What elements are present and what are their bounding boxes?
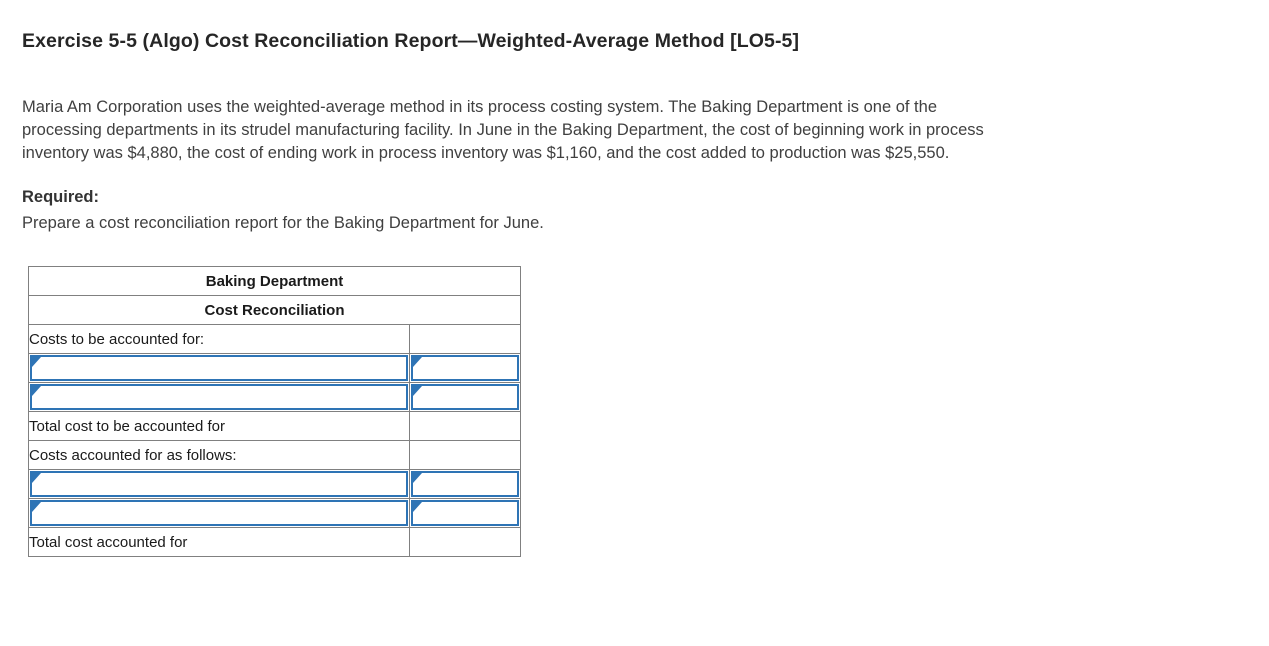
table-row bbox=[28, 469, 521, 499]
dropdown-flag-icon bbox=[32, 473, 41, 483]
entry4-amount-cell bbox=[409, 498, 521, 528]
table-row bbox=[28, 382, 521, 412]
entry3-amount-cell bbox=[409, 469, 521, 499]
entry2-amount-cell bbox=[409, 382, 521, 412]
entry4-description-input[interactable] bbox=[30, 500, 408, 526]
problem-statement-line: inventory was $4,880, the cost of ending… bbox=[22, 144, 950, 162]
dropdown-flag-icon bbox=[413, 502, 422, 512]
dropdown-flag-icon bbox=[413, 473, 422, 483]
problem-statement: Maria Am Corporation uses the weighted-a… bbox=[22, 96, 984, 165]
total2-label-cell: Total cost accounted for bbox=[28, 527, 410, 557]
worksheet-title-cell: Baking Department bbox=[28, 266, 521, 296]
entry2-description-cell bbox=[28, 382, 410, 412]
table-row: Cost Reconciliation bbox=[28, 295, 521, 325]
total1-amount-cell[interactable] bbox=[409, 411, 521, 441]
page-title: Exercise 5-5 (Algo) Cost Reconciliation … bbox=[22, 30, 800, 52]
cost-reconciliation-table: Baking Department Cost Reconciliation Co… bbox=[28, 266, 521, 557]
problem-statement-line: processing departments in its strudel ma… bbox=[22, 121, 984, 139]
entry3-description-input[interactable] bbox=[30, 471, 408, 497]
worksheet-subtitle-cell: Cost Reconciliation bbox=[28, 295, 521, 325]
entry4-description-cell bbox=[28, 498, 410, 528]
table-row bbox=[28, 498, 521, 528]
table-row: Total cost to be accounted for bbox=[28, 411, 521, 441]
entry3-amount-input[interactable] bbox=[411, 471, 519, 497]
required-text: Prepare a cost reconciliation report for… bbox=[22, 214, 544, 232]
table-row bbox=[28, 353, 521, 383]
total2-amount-cell[interactable] bbox=[409, 527, 521, 557]
empty-amount-cell bbox=[409, 440, 521, 470]
problem-statement-line: Maria Am Corporation uses the weighted-a… bbox=[22, 98, 937, 116]
dropdown-flag-icon bbox=[413, 386, 422, 396]
dropdown-flag-icon bbox=[32, 502, 41, 512]
entry2-description-input[interactable] bbox=[30, 384, 408, 410]
dropdown-flag-icon bbox=[32, 386, 41, 396]
entry1-description-cell bbox=[28, 353, 410, 383]
total1-label-cell: Total cost to be accounted for bbox=[28, 411, 410, 441]
required-label: Required: bbox=[22, 188, 100, 206]
entry1-amount-cell bbox=[409, 353, 521, 383]
table-row: Total cost accounted for bbox=[28, 527, 521, 557]
table-row: Costs to be accounted for: bbox=[28, 324, 521, 354]
empty-amount-cell bbox=[409, 324, 521, 354]
entry1-description-input[interactable] bbox=[30, 355, 408, 381]
table-row: Baking Department bbox=[28, 266, 521, 296]
required-section: Required: Prepare a cost reconciliation … bbox=[22, 184, 544, 236]
dropdown-flag-icon bbox=[413, 357, 422, 367]
table-row: Costs accounted for as follows: bbox=[28, 440, 521, 470]
section2-label-cell: Costs accounted for as follows: bbox=[28, 440, 410, 470]
section1-label-cell: Costs to be accounted for: bbox=[28, 324, 410, 354]
cost-reconciliation-worksheet: Baking Department Cost Reconciliation Co… bbox=[28, 266, 521, 557]
entry2-amount-input[interactable] bbox=[411, 384, 519, 410]
entry1-amount-input[interactable] bbox=[411, 355, 519, 381]
dropdown-flag-icon bbox=[32, 357, 41, 367]
entry4-amount-input[interactable] bbox=[411, 500, 519, 526]
entry3-description-cell bbox=[28, 469, 410, 499]
